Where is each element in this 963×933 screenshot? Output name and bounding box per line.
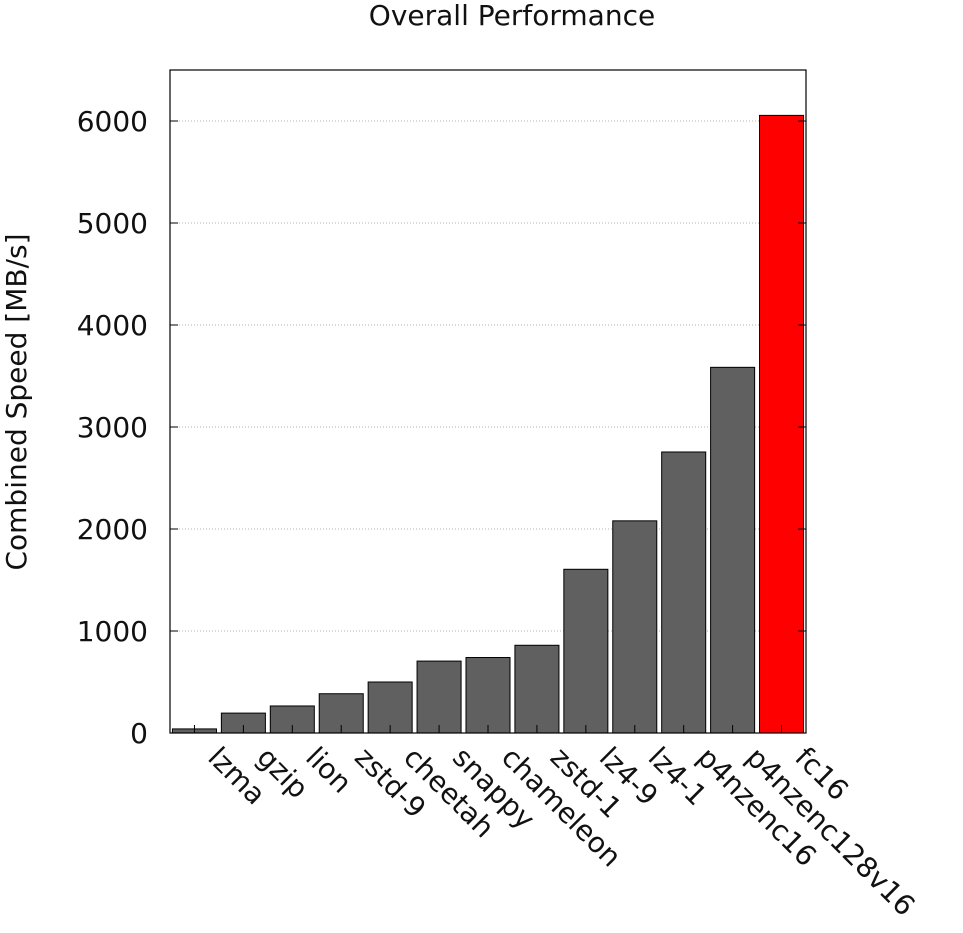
bar-fc16 <box>759 114 805 734</box>
bar-snappy <box>416 660 462 734</box>
bar-chameleon <box>465 657 511 734</box>
bars <box>171 114 805 734</box>
y-tick-label: 0 <box>130 717 148 750</box>
y-tick-label: 6000 <box>77 105 148 138</box>
y-axis-ticks: 0 1000 2000 3000 4000 5000 6000 <box>77 105 806 750</box>
bar-zstd-1 <box>514 644 560 734</box>
x-tick-label-lzma: lzma <box>202 741 273 812</box>
bar-p4nzenc128v16 <box>710 366 756 734</box>
chart-title: Overall Performance <box>369 0 655 32</box>
y-tick-label: 3000 <box>77 411 148 444</box>
y-tick-label: 2000 <box>77 513 148 546</box>
bar-p4nzenc16 <box>661 451 707 734</box>
y-tick-label: 1000 <box>77 615 148 648</box>
y-tick-label: 5000 <box>77 207 148 240</box>
x-tick-label-lion: lion <box>299 741 358 800</box>
bar-lz4-9 <box>563 568 609 734</box>
x-axis-ticks: lzmagziplionzstd-9cheetahsnappychameleon… <box>193 725 921 922</box>
bar-lz4-1 <box>612 520 658 734</box>
y-axis-label: Combined Speed [MB/s] <box>0 233 33 570</box>
y-tick-label: 4000 <box>77 309 148 342</box>
gridlines <box>170 120 806 632</box>
